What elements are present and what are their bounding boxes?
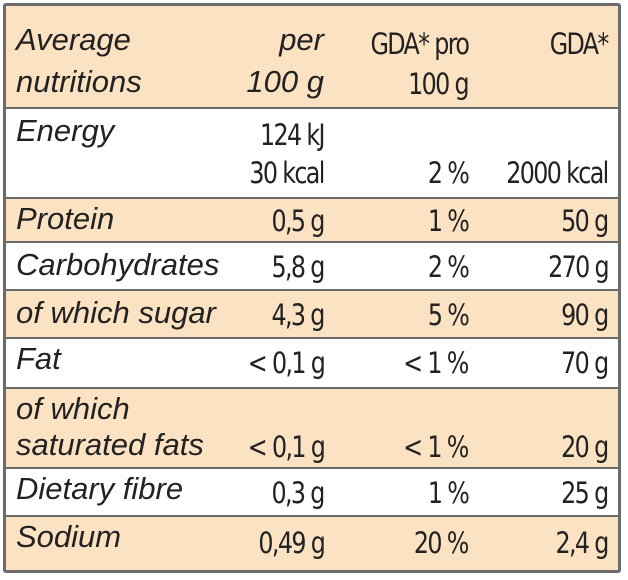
energy-kj-value: 124 kJ <box>260 118 326 152</box>
fat-gda-pro-value: < 1 % <box>403 346 469 380</box>
table-row-carbohydrates: Carbohydrates 5,8 g 2 % 270 g <box>6 243 618 291</box>
fibre-gda-pro-value: 1 % <box>427 476 470 510</box>
energy-gda-pro-value: 2 % <box>427 156 470 190</box>
carbohydrates-gda-value: 270 g <box>548 250 609 284</box>
protein-gda-pro-value: 1 % <box>427 204 470 238</box>
saturated-per100-value: < 0,1 g <box>247 430 326 464</box>
table-row-fibre: Dietary fibre 0,3 g 1 % 25 g <box>6 469 618 517</box>
sugar-per100-value: 4,3 g <box>271 298 326 332</box>
table-row-saturated-fats: of which saturated fats < 0,1 g < 1 % 20… <box>6 389 618 469</box>
sodium-per100-value: 0,49 g <box>258 526 325 560</box>
fibre-gda-value: 25 g <box>561 476 610 510</box>
header-per-label: per <box>279 22 324 57</box>
row-label-fibre: Dietary fibre <box>16 471 184 506</box>
table-row-sodium: Sodium 0,49 g 20 % 2,4 g <box>6 517 618 570</box>
header-gda-pro-label: GDA* pro <box>370 27 469 61</box>
sugar-gda-value: 90 g <box>561 298 610 332</box>
table-row-fat: Fat < 0,1 g < 1 % 70 g <box>6 339 618 389</box>
fat-per100-value: < 0,1 g <box>247 346 326 380</box>
row-label-sodium: Sodium <box>16 519 122 554</box>
sodium-gda-pro-value: 20 % <box>414 526 469 560</box>
carbohydrates-gda-pro-value: 2 % <box>427 250 470 284</box>
header-average-label: Average <box>16 22 131 57</box>
energy-gda-value: 2000 kcal <box>506 156 610 190</box>
row-label-fat: Fat <box>16 341 61 376</box>
saturated-gda-pro-value: < 1 % <box>403 430 469 464</box>
nutrition-table: Average nutritions per 100 g GDA* pro 10… <box>3 3 621 573</box>
protein-per100-value: 0,5 g <box>271 204 326 238</box>
row-label-saturated-line2: saturated fats <box>16 427 204 462</box>
header-nutritions-label: nutritions <box>16 64 142 99</box>
table-row-protein: Protein 0,5 g 1 % 50 g <box>6 199 618 243</box>
protein-gda-value: 50 g <box>561 204 610 238</box>
row-label-carbohydrates: Carbohydrates <box>16 247 220 282</box>
header-100g-label: 100 g <box>246 64 324 99</box>
row-label-sugar: of which sugar <box>16 295 216 330</box>
row-label-saturated-line1: of which <box>16 391 130 426</box>
row-label-protein: Protein <box>16 201 115 236</box>
sodium-gda-value: 2,4 g <box>555 526 610 560</box>
sugar-gda-pro-value: 5 % <box>427 298 470 332</box>
carbohydrates-per100-value: 5,8 g <box>271 250 326 284</box>
energy-kcal-value: 30 kcal <box>249 156 326 190</box>
saturated-gda-value: 20 g <box>561 430 610 464</box>
fat-gda-value: 70 g <box>561 346 610 380</box>
table-row-energy: Energy 124 kJ 30 kcal 2 % 2000 kcal <box>6 109 618 199</box>
table-row-sugar: of which sugar 4,3 g 5 % 90 g <box>6 291 618 339</box>
row-label-energy: Energy <box>16 113 115 148</box>
fibre-per100-value: 0,3 g <box>271 476 326 510</box>
header-gda-label: GDA* <box>550 27 610 61</box>
header-gda-pro-100g-label: 100 g <box>408 67 469 101</box>
header-row: Average nutritions per 100 g GDA* pro 10… <box>6 6 618 109</box>
